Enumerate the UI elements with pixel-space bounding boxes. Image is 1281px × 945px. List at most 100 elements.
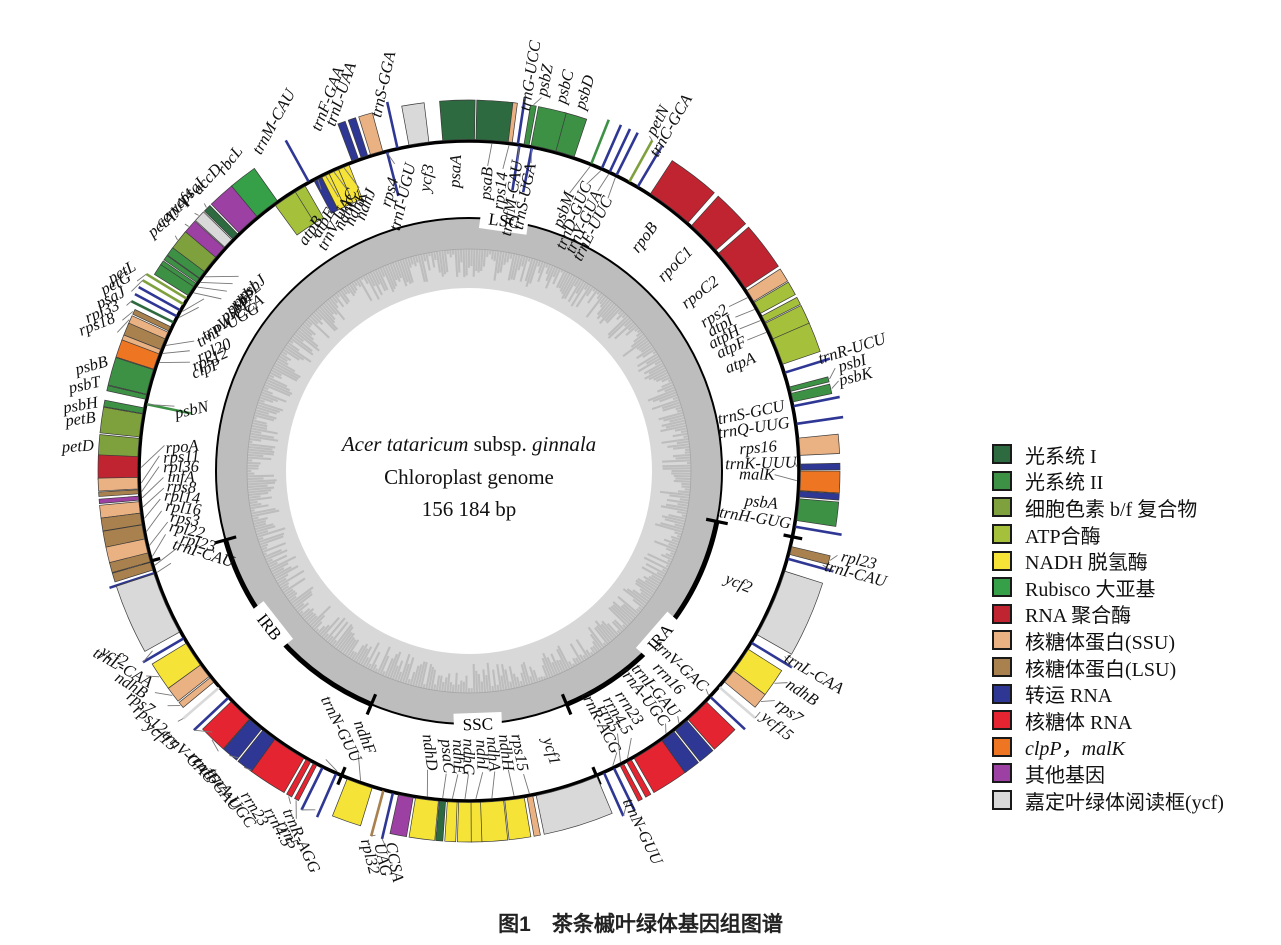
legend-swatch-p1 [992,444,1012,465]
genome-size: 156 184 bp [421,497,517,522]
gene-trnW-CCA [138,286,181,312]
figure-caption: 图1 茶条槭叶绿体基因组图谱 [498,913,783,936]
leader-atpF [747,331,767,341]
legend-item-rbc: Rubisco 大亚基 [992,574,1224,601]
gene-rps7 [167,664,210,702]
leader-trnA-UGC [243,766,252,771]
gene-atpB [274,191,316,236]
gene-label-ndhI: ndhI [472,739,492,772]
legend-label-pet: 细胞色素 b/f 复合物 [1025,498,1198,521]
gene-label-petB: petB [63,407,96,430]
leader-rpl33 [122,311,134,321]
gene-label-ndhA: ndhA [483,736,505,773]
gene-trnR-ACG [612,767,636,812]
gene-ycf15 [718,686,756,719]
gene-label-rps3: rps3 [169,507,201,531]
gene-rps11 [97,477,139,492]
gene-ndhI [470,801,483,843]
gene-trnS-GCU [793,395,840,408]
gene-rpoC2 [718,226,779,289]
species-subsp: subsp. [473,432,527,456]
legend-label-lsu: 核糖体蛋白(LSU) [1025,658,1177,681]
gene-trnS-GGA [385,101,399,149]
gene-psaA [439,99,476,141]
leader-trnI-CAU [822,564,834,572]
gene-trnV-GAC [709,696,746,731]
legend-swatch-pet [992,497,1012,518]
gene-rpoA [97,454,139,480]
leader-trnV-UAC [317,179,322,190]
legend-item-clp: clpP，malK [992,734,1224,760]
leader-psbZ [533,97,542,105]
gene-ndhJ [338,164,363,204]
gene-label-psaB: psaB [476,166,497,201]
gene-rrn16 [202,701,250,750]
leader-rpl23 [154,547,178,566]
gene-label-rpoB: rpoB [626,218,661,256]
gene-trnI-GAU [674,720,714,762]
gene-trnK-UUU [799,490,840,501]
leader-malK [774,474,797,482]
gene-psbT [106,385,147,400]
leader-rpl36 [141,466,160,492]
gene-label-rps11: rps11 [163,446,200,467]
gene-psbZ [523,104,537,146]
leader-trnV-GAC [705,688,709,696]
gene-ndhE [444,801,458,843]
gene-rpl33 [132,309,172,332]
leader-psbK [831,380,839,389]
leader-trnL-CAA [142,650,153,663]
gene-ycf4 [194,211,233,248]
leader-psaB [487,143,493,167]
gene-label-psbA: psbA [743,490,780,513]
gene-rpl20 [123,322,166,350]
leader-ndhG [464,774,469,800]
leader-ycf4 [194,212,199,216]
legend-item-p2: 光系统 II [992,468,1224,495]
leader-ndhB [774,682,788,684]
gene-psbI [789,376,830,392]
legend-item-pet: 细胞色素 b/f 复合物 [992,494,1224,521]
leader-ndhI [475,772,484,800]
gene-psbJ [166,247,205,279]
legend-swatch-p2 [992,470,1012,491]
gene-rbcL [230,167,278,217]
svg-text:LSC: LSC [487,209,521,232]
leader-ndhJ [343,167,360,189]
species-name-part2: ginnala [532,432,597,456]
leader-ndhB [146,675,160,678]
leader-petL [136,273,147,282]
legend-item-ycf: 嘉定叶绿体阅读框(ycf) [992,787,1224,814]
gene-psbB [107,357,154,395]
genome-circle [137,139,801,803]
leader-rps15 [523,774,530,794]
gene-trnK-UUU [800,462,841,471]
gc-content-ring [217,219,721,723]
legend-label-rbc: Rubisco 大亚基 [1025,578,1156,601]
leader-psbE [193,292,222,300]
legend-item-rrn: 核糖体 RNA [992,707,1224,734]
legend-item-ndh: NADH 脱氢酶 [992,547,1224,574]
gene-rps16 [798,433,840,456]
leader-trnW-CCA [182,298,205,312]
legend-swatch-rpo [992,603,1012,624]
leader-trnP-UGG [178,306,199,318]
gene-features [97,96,844,843]
genome-title: Acer tataricum subsp. ginnala Chloroplas… [294,428,644,526]
leader-rrn5 [617,733,621,762]
gene-ndhD [408,797,439,841]
region-junction-tick [365,693,378,716]
legend-swatch-oth [992,763,1012,784]
gene-rrn4.5 [626,759,652,798]
gene-rrn16 [687,701,736,750]
leader-ycf15 [177,718,184,722]
leader-rpl14 [144,498,161,519]
legend-swatch-ycf [992,790,1012,811]
leader-psbM [569,165,591,194]
gene-ndhA [480,800,509,843]
legend-label-p2: 光系统 II [1025,472,1104,495]
region-label-SSC: SSC [453,712,503,736]
gene-rps2 [746,268,789,302]
gene-trnY-GUA [608,128,632,173]
leader-petG [131,279,143,292]
